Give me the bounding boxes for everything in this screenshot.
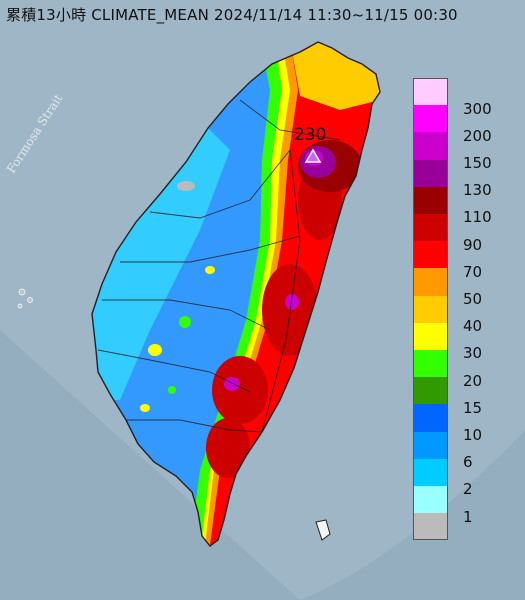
legend-swatch [413, 513, 448, 541]
map-title: 累積13小時 CLIMATE_MEAN 2024/11/14 11:30~11/… [6, 6, 458, 24]
legend-label: 50 [463, 290, 483, 308]
legend-label: 110 [463, 208, 492, 227]
legend-swatch [413, 404, 448, 432]
legend-swatch [413, 186, 448, 214]
legend-swatch [413, 322, 448, 350]
legend-swatch [413, 295, 448, 323]
legend-label: 200 [463, 126, 492, 145]
legend-label: 30 [463, 344, 483, 363]
legend-swatch [413, 350, 448, 378]
legend-swatch [413, 268, 448, 296]
penghu-islands [17, 288, 33, 309]
legend-swatch [413, 458, 448, 486]
legend-swatch [413, 377, 448, 405]
peak-value-label: 230 [294, 125, 327, 145]
legend-swatch [413, 132, 448, 160]
legend-swatch [413, 486, 448, 514]
green-island [315, 519, 331, 541]
legend-label: 300 [463, 99, 492, 118]
legend-label: 150 [463, 154, 492, 172]
legend-swatch [413, 159, 448, 187]
triangle-icon [304, 148, 322, 163]
legend-label: 70 [463, 262, 483, 281]
legend-label: 2 [463, 480, 473, 499]
legend-label: 15 [463, 398, 483, 417]
legend-label: 40 [463, 317, 483, 336]
legend-swatch [413, 105, 448, 133]
legend-label: 10 [463, 426, 483, 444]
legend-label: 1 [463, 507, 473, 526]
sea-shade [0, 330, 525, 600]
legend-label: 6 [463, 453, 473, 472]
legend-label: 20 [463, 371, 483, 390]
legend-label: 90 [463, 235, 483, 254]
legend-swatch [413, 78, 448, 106]
legend-swatch [413, 431, 448, 459]
legend-label: 130 [463, 181, 492, 200]
legend-swatch [413, 241, 448, 269]
legend-swatch [413, 214, 448, 242]
